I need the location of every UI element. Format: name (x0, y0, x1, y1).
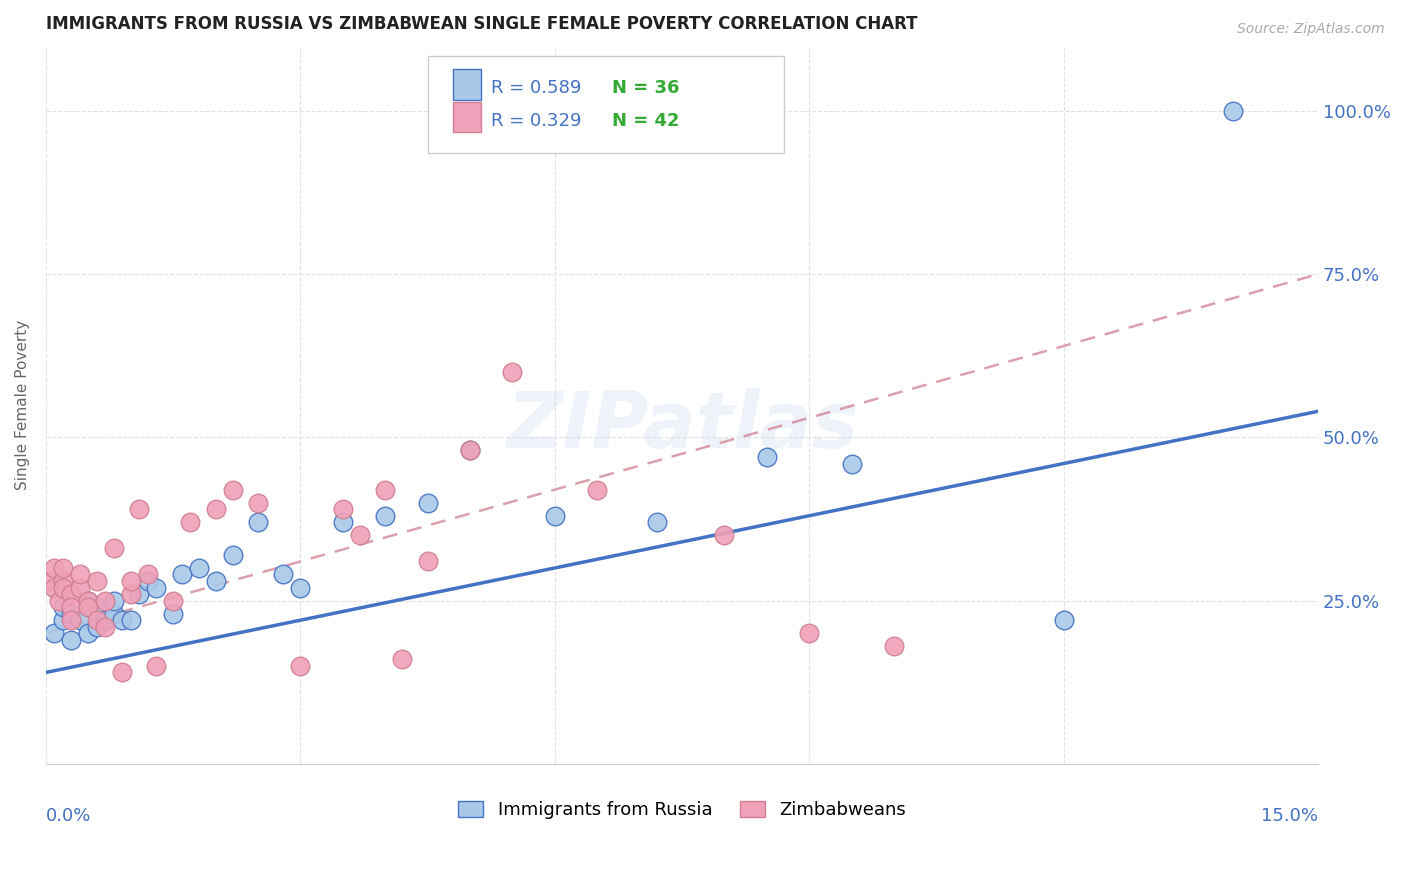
FancyBboxPatch shape (427, 56, 783, 153)
Point (221, 548, 243, 562)
Point (52, 574, 75, 588)
Point (349, 528, 371, 542)
Point (136, 574, 159, 588)
Point (290, 659, 312, 673)
Point (713, 528, 735, 542)
Point (86, 574, 108, 588)
Point (458, 443, 481, 458)
Point (77, 600, 100, 615)
Point (94, 620, 117, 634)
Point (221, 483, 243, 497)
Point (111, 613, 134, 627)
Point (162, 593, 184, 607)
Point (60, 632, 83, 647)
Point (48, 593, 70, 607)
Point (586, 483, 609, 497)
Point (883, 640, 905, 654)
Point (374, 483, 396, 497)
Point (162, 607, 184, 621)
Point (332, 515, 354, 529)
Point (128, 587, 150, 601)
Point (86, 613, 108, 627)
Text: IMMIGRANTS FROM RUSSIA VS ZIMBABWEAN SINGLE FEMALE POVERTY CORRELATION CHART: IMMIGRANTS FROM RUSSIA VS ZIMBABWEAN SIN… (46, 15, 918, 33)
Point (94, 613, 117, 627)
Text: R = 0.589: R = 0.589 (491, 79, 582, 97)
Point (1053, 613, 1076, 627)
Point (60, 607, 83, 621)
Point (544, 508, 567, 523)
Text: N = 42: N = 42 (612, 112, 679, 130)
Point (1222, 103, 1244, 118)
Point (60, 613, 83, 627)
Point (120, 613, 142, 627)
Point (52, 561, 75, 575)
Text: R = 0.329: R = 0.329 (491, 112, 582, 130)
Point (44, 561, 66, 575)
Point (52, 613, 75, 627)
Point (755, 450, 778, 464)
Point (77, 593, 100, 607)
Point (69, 613, 91, 627)
Point (246, 496, 269, 510)
Point (86, 600, 108, 615)
Text: 0.0%: 0.0% (46, 807, 91, 825)
Point (60, 587, 83, 601)
Point (501, 365, 523, 379)
Text: Source: ZipAtlas.com: Source: ZipAtlas.com (1237, 22, 1385, 37)
Point (246, 515, 269, 529)
Point (374, 508, 396, 523)
Point (273, 567, 295, 582)
Point (145, 659, 167, 673)
Text: ZIPatlas: ZIPatlas (506, 388, 858, 465)
Point (128, 502, 150, 516)
Point (799, 626, 821, 640)
Legend: Immigrants from Russia, Zimbabweans: Immigrants from Russia, Zimbabweans (451, 794, 914, 827)
Text: N = 36: N = 36 (612, 79, 679, 97)
Point (69, 581, 91, 595)
Point (120, 587, 142, 601)
Point (136, 567, 159, 582)
Point (86, 620, 108, 634)
Point (77, 626, 100, 640)
Point (39, 574, 62, 588)
Point (416, 554, 439, 568)
Point (332, 502, 354, 516)
Point (416, 496, 439, 510)
Point (52, 600, 75, 615)
Point (103, 541, 125, 556)
Point (103, 607, 125, 621)
Text: 15.0%: 15.0% (1261, 807, 1319, 825)
Point (170, 567, 193, 582)
Point (179, 515, 201, 529)
Y-axis label: Single Female Poverty: Single Female Poverty (15, 319, 30, 490)
Point (111, 665, 134, 680)
Point (69, 567, 91, 582)
FancyBboxPatch shape (453, 102, 481, 132)
Point (290, 581, 312, 595)
Point (391, 652, 413, 666)
Point (458, 443, 481, 458)
Point (187, 561, 209, 575)
Point (44, 581, 66, 595)
Point (60, 600, 83, 615)
Point (120, 574, 142, 588)
Point (44, 626, 66, 640)
FancyBboxPatch shape (453, 70, 481, 100)
Point (841, 457, 863, 471)
Point (645, 515, 668, 529)
Point (103, 593, 125, 607)
Point (77, 593, 100, 607)
Point (94, 593, 117, 607)
Point (204, 574, 226, 588)
Point (52, 581, 75, 595)
Point (204, 502, 226, 516)
Point (145, 581, 167, 595)
